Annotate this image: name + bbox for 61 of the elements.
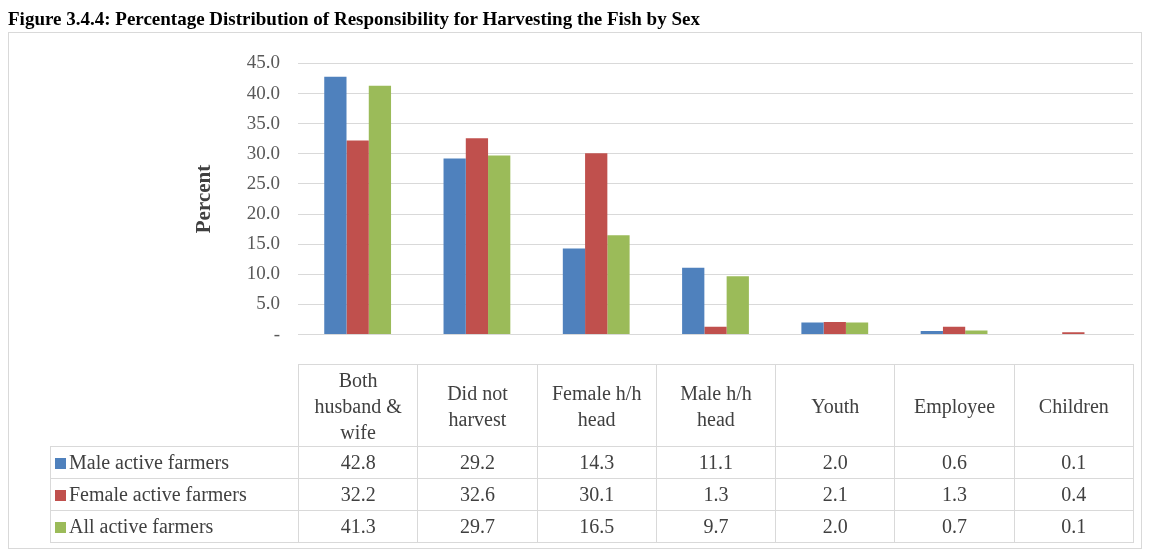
- y-tick-label: 15.0: [246, 232, 280, 254]
- data-label: 2.1: [775, 478, 895, 511]
- data-label: 32.2: [298, 478, 418, 511]
- bar: [942, 326, 966, 335]
- data-label: 0.6: [894, 446, 1015, 479]
- bar: [562, 248, 586, 335]
- y-tick-label: -: [273, 322, 280, 344]
- legend-label: All active farmers: [50, 510, 299, 543]
- bar: [607, 235, 630, 335]
- data-label: 0.1: [1014, 510, 1134, 543]
- data-label: 11.1: [656, 446, 776, 479]
- data-label: 16.5: [537, 510, 657, 543]
- bar: [368, 85, 392, 335]
- y-tick-label: 40.0: [246, 81, 280, 103]
- data-label: 30.1: [537, 478, 657, 511]
- bar: [324, 76, 347, 335]
- y-tick-label: 45.0: [246, 51, 280, 73]
- bar: [823, 321, 846, 335]
- y-tick-label: 5.0: [256, 292, 280, 314]
- bar: [920, 330, 943, 335]
- x-tick-label: Youth: [775, 364, 895, 447]
- data-label: 2.0: [775, 446, 895, 479]
- bar: [726, 276, 749, 335]
- bar: [465, 138, 489, 335]
- bar: [801, 322, 824, 335]
- x-tick-label: Both husband & wife: [298, 364, 418, 447]
- x-tick-label: Employee: [894, 364, 1015, 447]
- data-label: 41.3: [298, 510, 418, 543]
- bar: [965, 330, 988, 335]
- y-tick-label: 10.0: [246, 262, 280, 284]
- data-label: 32.6: [417, 478, 538, 511]
- bar: [704, 326, 727, 335]
- bar: [443, 158, 466, 335]
- data-label: 2.0: [775, 510, 895, 543]
- data-label: 42.8: [298, 446, 418, 479]
- data-label: 1.3: [894, 478, 1015, 511]
- x-tick-label: Male h/h head: [656, 364, 776, 447]
- chart-title: Figure 3.4.4: Percentage Distribution of Responsibility for Harvesting the Fish by Sex: [8, 8, 701, 31]
- y-axis-title: Percent: [191, 164, 216, 234]
- legend-label: Female active farmers: [50, 478, 299, 511]
- bar: [845, 322, 869, 335]
- data-label: 29.7: [417, 510, 538, 543]
- x-tick-label: Children: [1014, 364, 1134, 447]
- y-tick-label: 25.0: [246, 171, 280, 193]
- legend-label: Male active farmers: [50, 446, 299, 479]
- x-tick-label: Female h/h head: [537, 364, 657, 447]
- y-tick-label: 35.0: [246, 111, 280, 133]
- bar: [585, 153, 608, 335]
- bar: [346, 140, 369, 335]
- bar: [488, 155, 511, 335]
- data-label: 1.3: [656, 478, 776, 511]
- data-label: 0.1: [1014, 446, 1134, 479]
- data-label: 0.7: [894, 510, 1015, 543]
- bar: [682, 267, 705, 335]
- data-label: 29.2: [417, 446, 538, 479]
- data-label: 9.7: [656, 510, 776, 543]
- data-label: 0.4: [1014, 478, 1134, 511]
- y-tick-label: 30.0: [246, 141, 280, 163]
- y-tick-label: 20.0: [246, 202, 280, 224]
- data-label: 14.3: [537, 446, 657, 479]
- x-tick-label: Did not harvest: [417, 364, 538, 447]
